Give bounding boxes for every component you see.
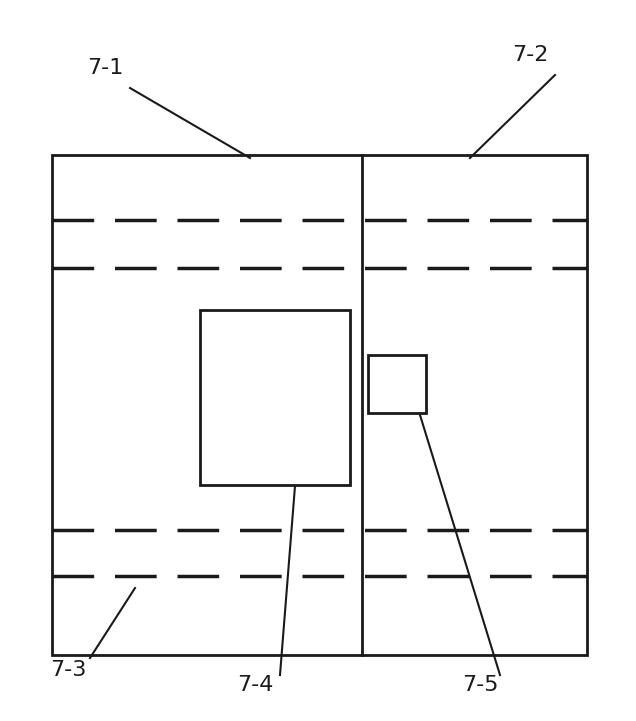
Text: 7-2: 7-2 xyxy=(512,45,548,65)
Bar xyxy=(52,155,587,655)
Bar xyxy=(200,310,350,485)
Text: 7-1: 7-1 xyxy=(86,58,123,78)
Text: 7-3: 7-3 xyxy=(50,660,86,680)
Text: 7-5: 7-5 xyxy=(462,675,498,695)
Bar xyxy=(368,355,426,413)
Text: 7-4: 7-4 xyxy=(237,675,273,695)
